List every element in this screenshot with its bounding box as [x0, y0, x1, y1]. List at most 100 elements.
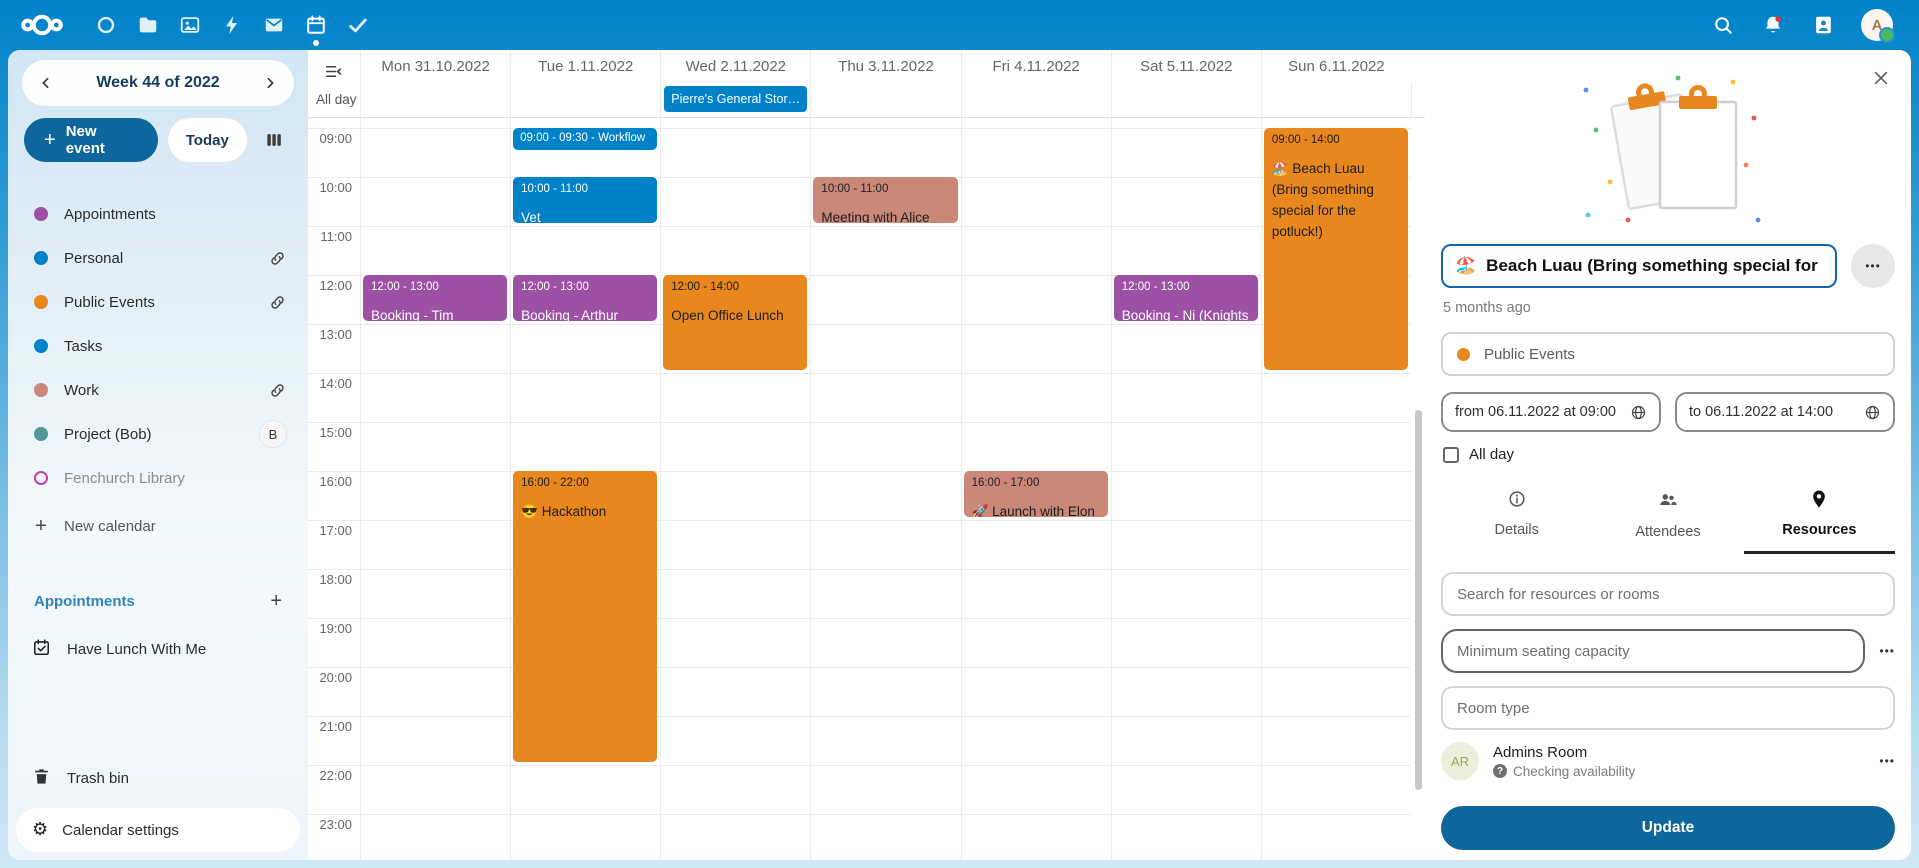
event-title-input[interactable]: 🏖️ Beach Luau (Bring something special f…: [1441, 244, 1837, 288]
sidebar-calendar-fenchurch-library[interactable]: Fenchurch Library: [14, 456, 302, 500]
close-icon[interactable]: [1867, 64, 1895, 92]
allday-cell[interactable]: [810, 82, 960, 117]
appointments-header-label: Appointments: [34, 593, 135, 610]
hour-label: 23:00: [319, 817, 352, 832]
resources-form: •••: [1441, 572, 1895, 730]
resource-list-item[interactable]: AR Admins Room ? Checking availability •…: [1441, 742, 1895, 780]
view-mode-icon[interactable]: [257, 122, 292, 158]
calendar-event[interactable]: 16:00 - 22:00 😎 Hackathon: [513, 471, 658, 762]
calendar-event[interactable]: 12:00 - 14:00 Open Office Lunch: [663, 275, 808, 370]
question-mark-icon: ?: [1493, 764, 1507, 778]
allday-cell[interactable]: Pierre's General Stor…: [660, 82, 810, 117]
calendar-event[interactable]: 12:00 - 13:00 Booking - Arthur Dent: [513, 275, 658, 321]
shared-link-icon[interactable]: [269, 294, 286, 311]
nextcloud-logo-icon[interactable]: [18, 12, 66, 38]
room-avatar: AR: [1441, 742, 1479, 780]
add-appointment-icon[interactable]: +: [270, 590, 282, 612]
trash-bin-button[interactable]: Trash bin: [14, 756, 302, 800]
calendar-icon[interactable]: [304, 13, 328, 37]
settings-label: Calendar settings: [62, 821, 179, 839]
sidebar-calendar-project-bob-[interactable]: Project (Bob) B: [14, 412, 302, 456]
files-icon[interactable]: [136, 13, 160, 37]
calendar-event[interactable]: 10:00 - 11:00 Vet: [513, 177, 658, 223]
resource-search-input[interactable]: [1441, 572, 1895, 616]
grid-scrollbar[interactable]: [1415, 410, 1422, 790]
next-week-button[interactable]: [252, 65, 288, 101]
day-column[interactable]: 09:00 - 14:00 🏖️ Beach Luau (Bring someth…: [1260, 118, 1411, 860]
day-column[interactable]: 16:00 - 17:00 🚀 Launch with Elon: [960, 118, 1111, 860]
new-calendar-button[interactable]: + New calendar: [14, 504, 302, 548]
shared-link-icon[interactable]: [269, 250, 286, 267]
calendar-select[interactable]: Public Events: [1441, 332, 1895, 376]
photos-icon[interactable]: [178, 13, 202, 37]
hour-label: 16:00: [319, 474, 352, 489]
update-button[interactable]: Update: [1441, 806, 1895, 850]
mail-icon[interactable]: [262, 13, 286, 37]
activity-icon[interactable]: [220, 13, 244, 37]
allday-cell[interactable]: [510, 82, 660, 117]
contacts-icon[interactable]: [1811, 13, 1835, 37]
search-icon[interactable]: [1711, 13, 1735, 37]
allday-cell[interactable]: [360, 82, 510, 117]
room-type-input[interactable]: [1441, 686, 1895, 730]
appointments-section-header: Appointments +: [34, 590, 282, 613]
hour-label: 17:00: [319, 523, 352, 538]
allday-checkbox-row[interactable]: All day: [1443, 446, 1895, 463]
calendar-event[interactable]: 10:00 - 11:00 Meeting with Alice: [813, 177, 958, 223]
calendar-event[interactable]: 09:00 - 14:00 🏖️ Beach Luau (Bring someth…: [1263, 128, 1408, 370]
calendar-sidebar: Week 44 of 2022 + New event Today Appoin…: [8, 50, 308, 860]
seating-more-button[interactable]: •••: [1879, 644, 1895, 658]
dashboard-icon[interactable]: [94, 13, 118, 37]
tab-details[interactable]: Details: [1441, 481, 1592, 554]
appointment-item[interactable]: Have Lunch With Me: [14, 627, 302, 671]
appointment-list: Have Lunch With Me: [14, 617, 302, 671]
timezone-globe-icon[interactable]: [1630, 404, 1647, 421]
calendar-color-dot: [34, 383, 48, 397]
calendar-event[interactable]: 12:00 - 13:00 Booking - Ni (Knights: [1113, 275, 1258, 321]
day-column[interactable]: 10:00 - 11:00 Meeting with Alice: [810, 118, 960, 860]
timezone-globe-icon[interactable]: [1864, 404, 1881, 421]
sidebar-calendar-appointments[interactable]: Appointments: [14, 192, 302, 236]
end-date-input[interactable]: to 06.11.2022 at 14:00: [1675, 392, 1895, 432]
allday-checkbox[interactable]: [1443, 446, 1459, 463]
day-column[interactable]: 12:00 - 14:00 Open Office Lunch: [660, 118, 810, 860]
sidebar-calendar-personal[interactable]: Personal: [14, 236, 302, 280]
editor-tabs: Details Attendees Resources: [1441, 481, 1895, 554]
start-date-input[interactable]: from 06.11.2022 at 09:00: [1441, 392, 1661, 432]
day-column[interactable]: 12:00 - 13:00 Booking - Ni (Knights: [1110, 118, 1261, 860]
new-event-button[interactable]: + New event: [24, 118, 158, 162]
allday-cell[interactable]: [960, 82, 1111, 117]
calendar-event[interactable]: 12:00 - 13:00 Booking - Tim (Wizard): [363, 275, 508, 321]
day-column[interactable]: 09:00 - 09:30 - Workflow 10:00 - 11:00 Vet…: [510, 118, 660, 860]
calendar-label: Fenchurch Library: [64, 469, 185, 487]
calendar-event[interactable]: 16:00 - 17:00 🚀 Launch with Elon: [963, 471, 1108, 517]
hour-line: [308, 275, 1411, 276]
notifications-bell-icon[interactable]: [1761, 13, 1785, 37]
sidebar-calendar-tasks[interactable]: Tasks: [14, 324, 302, 368]
hour-label: 18:00: [319, 572, 352, 587]
calendar-event[interactable]: 09:00 - 09:30 - Workflow: [513, 128, 658, 150]
user-avatar[interactable]: A: [1861, 9, 1895, 43]
day-column[interactable]: 12:00 - 13:00 Booking - Tim (Wizard): [360, 118, 510, 860]
hour-line: [308, 716, 1411, 717]
date-row: from 06.11.2022 at 09:00 to 06.11.2022 a…: [1441, 392, 1895, 432]
calendar-settings-button[interactable]: ⚙ Calendar settings: [16, 808, 300, 852]
today-button[interactable]: Today: [167, 118, 247, 162]
calendar-label: Appointments: [64, 205, 156, 223]
allday-cell[interactable]: [1260, 82, 1411, 117]
sidebar-calendar-work[interactable]: Work: [14, 368, 302, 412]
allday-label: All day: [316, 92, 357, 107]
more-actions-button[interactable]: •••: [1851, 244, 1895, 288]
previous-week-button[interactable]: [28, 65, 64, 101]
allday-cell[interactable]: [1110, 82, 1261, 117]
tab-attendees[interactable]: Attendees: [1592, 481, 1743, 554]
allday-event[interactable]: Pierre's General Stor…: [664, 86, 808, 112]
sidebar-bottom: Trash bin ⚙ Calendar settings: [14, 756, 302, 854]
sidebar-calendar-public-events[interactable]: Public Events: [14, 280, 302, 324]
tab-resources[interactable]: Resources: [1743, 481, 1895, 554]
shared-link-icon[interactable]: [269, 382, 286, 399]
collapse-sidebar-icon[interactable]: [324, 62, 343, 86]
tasks-icon[interactable]: [346, 13, 370, 37]
room-more-button[interactable]: •••: [1879, 754, 1895, 768]
seating-capacity-input[interactable]: [1441, 629, 1866, 673]
